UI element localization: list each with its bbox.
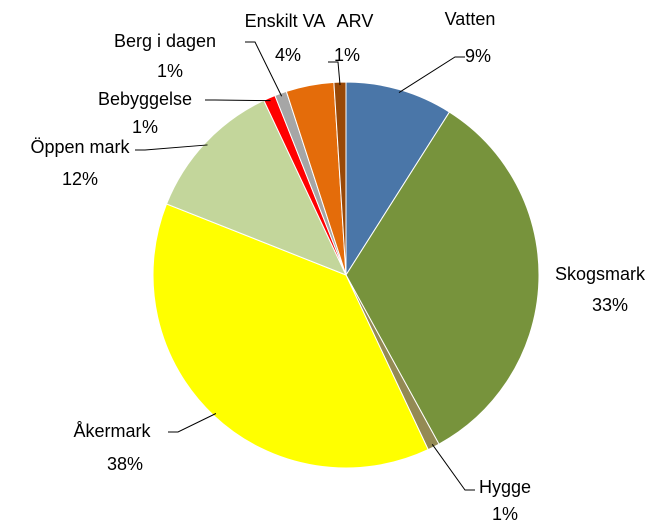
value-label: 12% [62, 169, 98, 189]
slice-label: Hygge [479, 477, 531, 497]
slice-label: ARV [337, 11, 374, 31]
pie-slice [345, 81, 451, 277]
value-label: 1% [157, 61, 183, 81]
slice-label: Öppen mark [30, 137, 130, 157]
pie-slice [152, 203, 429, 469]
slice-label: Åkermark [73, 421, 151, 441]
slice-label: Skogsmark [555, 264, 646, 284]
slice-label: Bebyggelse [98, 89, 192, 109]
pie-slice [165, 99, 347, 276]
slice-label: Enskilt VA [245, 11, 326, 31]
value-label: 1% [492, 504, 518, 524]
slice-label: Vatten [445, 9, 496, 29]
value-label: 38% [107, 454, 143, 474]
value-label: 1% [132, 117, 158, 137]
leader-line [245, 41, 283, 97]
leader-line [135, 144, 208, 151]
leader-line [328, 61, 341, 86]
value-label: 9% [465, 46, 491, 66]
value-label: 1% [334, 45, 360, 65]
slice-label: Berg i dagen [114, 31, 216, 51]
leader-line [205, 99, 271, 102]
value-label: 33% [592, 295, 628, 315]
leader-line [168, 413, 217, 433]
leader-line [431, 444, 475, 491]
pie-slice [345, 111, 540, 445]
leader-line [398, 56, 465, 93]
value-label: 4% [275, 45, 301, 65]
